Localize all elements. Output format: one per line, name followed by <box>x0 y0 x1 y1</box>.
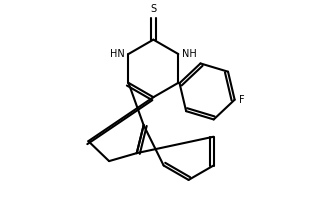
Text: HN: HN <box>109 49 124 59</box>
Text: F: F <box>239 95 245 105</box>
Text: S: S <box>150 4 156 14</box>
Text: NH: NH <box>182 49 197 59</box>
